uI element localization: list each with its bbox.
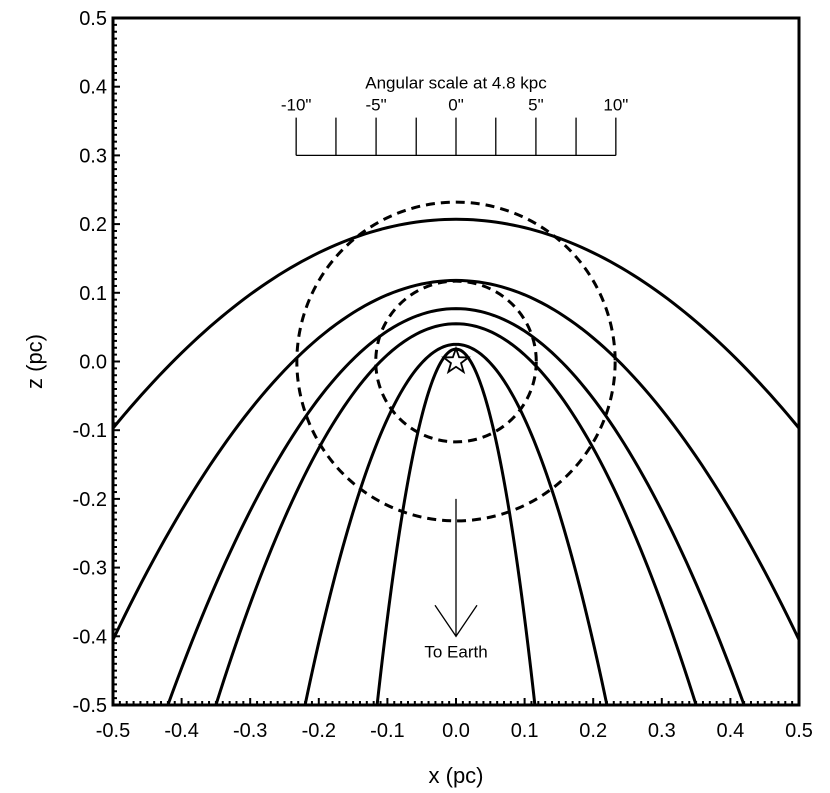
- x-tick-label: -0.3: [233, 720, 267, 742]
- bow-shock-curve: [166, 307, 746, 706]
- scale-label: -10": [281, 96, 312, 115]
- x-axis-label: x (pc): [429, 763, 484, 788]
- y-tick-label: 0.1: [79, 283, 107, 305]
- axis-ticks: [112, 17, 800, 706]
- scale-label: 5": [528, 96, 544, 115]
- x-tick-label: -0.5: [96, 720, 130, 742]
- y-axis-label: z (pc): [22, 334, 47, 389]
- y-tick-label: -0.3: [73, 558, 107, 580]
- y-tick-label: 0.0: [79, 352, 107, 374]
- x-tick-label: -0.1: [370, 720, 404, 742]
- y-tick-label: 0.5: [79, 8, 107, 30]
- scale-label: 0": [448, 96, 464, 115]
- x-tick-label: 0.3: [648, 720, 676, 742]
- y-tick-label: -0.2: [73, 489, 107, 511]
- scale-title: Angular scale at 4.8 kpc: [365, 74, 547, 93]
- y-tick-label: 0.3: [79, 145, 107, 167]
- y-tick-label: 0.4: [79, 77, 107, 99]
- angular-scale: -10" -5" 0" 5" 10" Angular scale at 4.8 kpc: [281, 74, 628, 157]
- arrow-head: [434, 604, 478, 638]
- star-marker: [441, 345, 471, 375]
- bow-shock-curve: [303, 342, 609, 706]
- x-tick-labels: -0.5 -0.4 -0.3 -0.2 -0.1 0.0 0.1 0.2 0.3 0.4 0.5: [96, 720, 813, 742]
- x-tick-label: 0.2: [579, 720, 607, 742]
- x-tick-label: 0.4: [716, 720, 744, 742]
- x-tick-label: -0.2: [302, 720, 336, 742]
- dashed-circle: [295, 200, 617, 523]
- y-tick-labels: 0.5 0.4 0.3 0.2 0.1 0.0 -0.1 -0.2 -0.3 -0.4 -0.5: [73, 8, 107, 717]
- y-tick-label: -0.5: [73, 695, 107, 717]
- dashed-circles: [295, 200, 617, 523]
- x-tick-label: 0.1: [511, 720, 539, 742]
- bow-shock-curve: [111, 217, 801, 430]
- to-earth-arrow: To Earth: [424, 498, 488, 661]
- scale-label: -5": [366, 96, 387, 115]
- arrow-label: To Earth: [424, 642, 487, 661]
- star-icon: [441, 345, 471, 375]
- scale-label: 10": [603, 96, 628, 115]
- dashed-circle: [374, 279, 538, 444]
- x-tick-label: -0.4: [164, 720, 198, 742]
- y-tick-label: -0.4: [73, 626, 107, 648]
- x-tick-label: 0.0: [442, 720, 470, 742]
- bow-shock-curve: [214, 322, 698, 706]
- x-tick-label: 0.5: [785, 720, 813, 742]
- y-tick-label: -0.1: [73, 420, 107, 442]
- y-tick-label: 0.2: [79, 214, 107, 236]
